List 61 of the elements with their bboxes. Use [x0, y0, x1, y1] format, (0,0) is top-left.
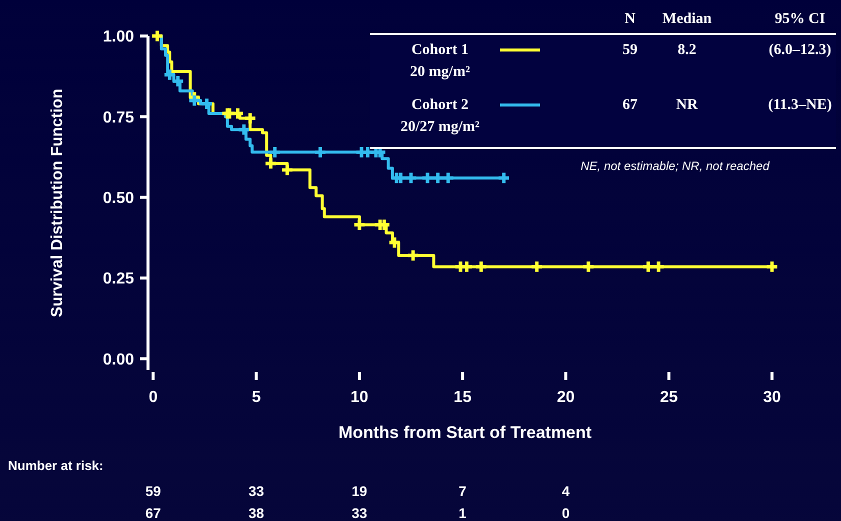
x-tick-label: 20: [556, 389, 575, 406]
annotation: NE, not estimable; NR, not reached: [580, 159, 770, 173]
text: 7: [458, 483, 467, 499]
legend-label: Cohort 2 20/27 mg/m²: [400, 97, 480, 135]
point: [270, 146, 280, 158]
point: [152, 30, 162, 42]
y-tick-label: 1.00: [102, 28, 134, 46]
annotation: (11.3–NE): [768, 97, 832, 113]
x-tick-label: 15: [454, 389, 472, 406]
point: [476, 262, 486, 272]
point: [282, 164, 292, 176]
text: 95% CI: [774, 11, 826, 27]
point: [315, 146, 326, 158]
text: Median: [662, 11, 712, 27]
y-tick-label: 0.75: [102, 109, 134, 126]
x-tick-label: 5: [252, 389, 261, 406]
text: 4: [562, 483, 570, 499]
annotation: 59: [622, 42, 638, 58]
x-tick-label: 30: [763, 389, 781, 406]
point: [389, 237, 400, 248]
y-axis-title: Survival Distribution Function: [49, 88, 66, 318]
point: [232, 108, 243, 119]
point: [432, 172, 444, 184]
annotation: NR: [676, 97, 698, 113]
text: 33: [352, 505, 368, 521]
legend-label: Cohort 1 20 mg/m²: [410, 42, 470, 80]
y-tick-label: 0.00: [102, 351, 134, 368]
x-tick-label: 10: [350, 389, 368, 406]
point: [653, 262, 664, 272]
point: [164, 70, 175, 80]
y-tick-label: 0.25: [102, 270, 134, 288]
point: [766, 262, 778, 272]
text: 0: [562, 505, 570, 521]
text: 1: [458, 505, 467, 521]
point: [244, 113, 256, 124]
x-tick-label: 25: [660, 389, 678, 406]
x-tick-label: 0: [148, 389, 158, 406]
text: N: [624, 11, 636, 27]
text: 67: [145, 505, 162, 521]
text: 38: [248, 505, 264, 521]
point: [202, 98, 212, 109]
point: [408, 250, 418, 261]
y-tick-label: 0.50: [102, 190, 134, 207]
point: [189, 95, 200, 106]
point: [172, 76, 184, 86]
point: [238, 124, 250, 135]
annotation: 67: [622, 97, 638, 113]
point: [354, 220, 365, 230]
text: Number at risk:: [8, 458, 104, 473]
text: 19: [352, 483, 368, 499]
text: 59: [145, 483, 162, 499]
point: [266, 158, 276, 169]
x-axis-title: Months from Start of Treatment: [338, 423, 592, 442]
point: [498, 172, 510, 184]
point: [532, 262, 542, 272]
point: [643, 262, 654, 272]
point: [442, 172, 454, 184]
annotation: (6.0–12.3): [768, 42, 832, 58]
point: [583, 262, 594, 272]
text: 33: [248, 483, 264, 499]
annotation: 8.2: [678, 42, 696, 58]
